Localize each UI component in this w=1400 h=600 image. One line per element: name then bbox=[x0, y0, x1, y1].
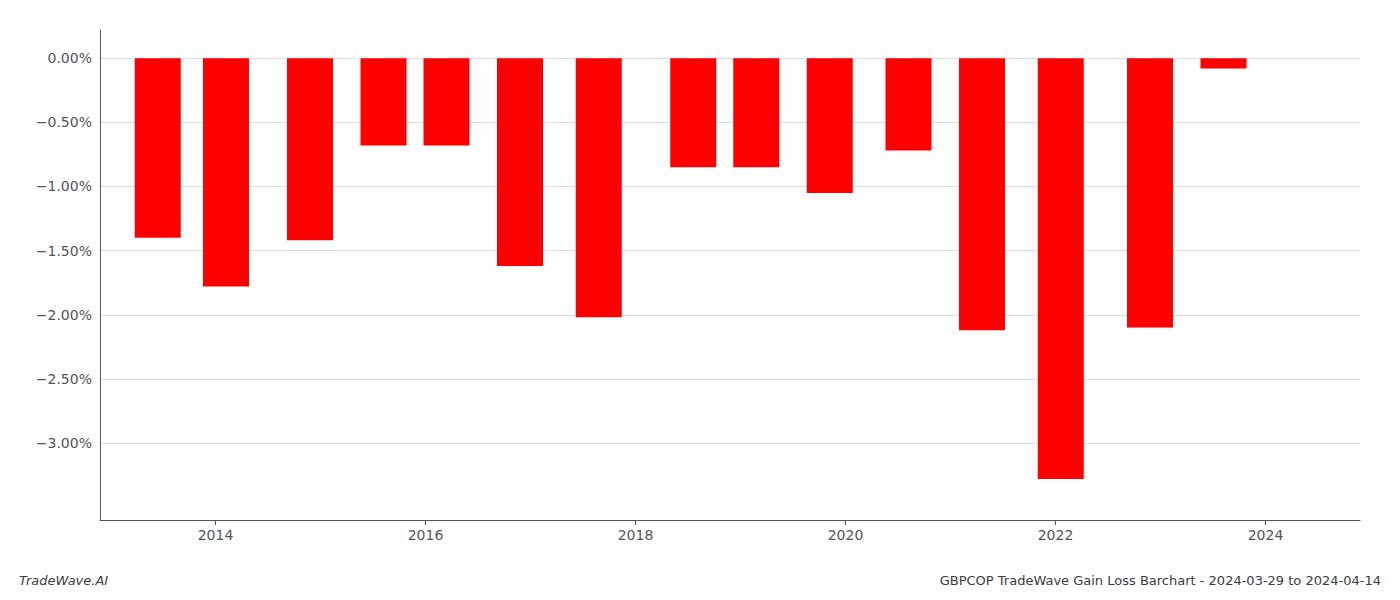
svg-text:2018: 2018 bbox=[618, 527, 654, 543]
svg-text:−1.00%: −1.00% bbox=[36, 178, 92, 194]
svg-text:TradeWave.AI: TradeWave.AI bbox=[19, 573, 108, 588]
svg-text:2014: 2014 bbox=[198, 527, 234, 543]
svg-text:2016: 2016 bbox=[408, 527, 444, 543]
svg-text:−1.50%: −1.50% bbox=[36, 243, 92, 259]
svg-text:0.00%: 0.00% bbox=[48, 50, 92, 66]
svg-text:GBPCOP TradeWave Gain Loss Bar: GBPCOP TradeWave Gain Loss Barchart - 20… bbox=[940, 573, 1381, 588]
svg-text:2024: 2024 bbox=[1248, 527, 1284, 543]
svg-text:−0.50%: −0.50% bbox=[36, 114, 92, 130]
svg-text:−2.00%: −2.00% bbox=[36, 307, 92, 323]
svg-text:−2.50%: −2.50% bbox=[36, 371, 92, 387]
svg-text:2022: 2022 bbox=[1038, 527, 1074, 543]
svg-text:2020: 2020 bbox=[828, 527, 864, 543]
svg-text:−3.00%: −3.00% bbox=[36, 435, 92, 451]
